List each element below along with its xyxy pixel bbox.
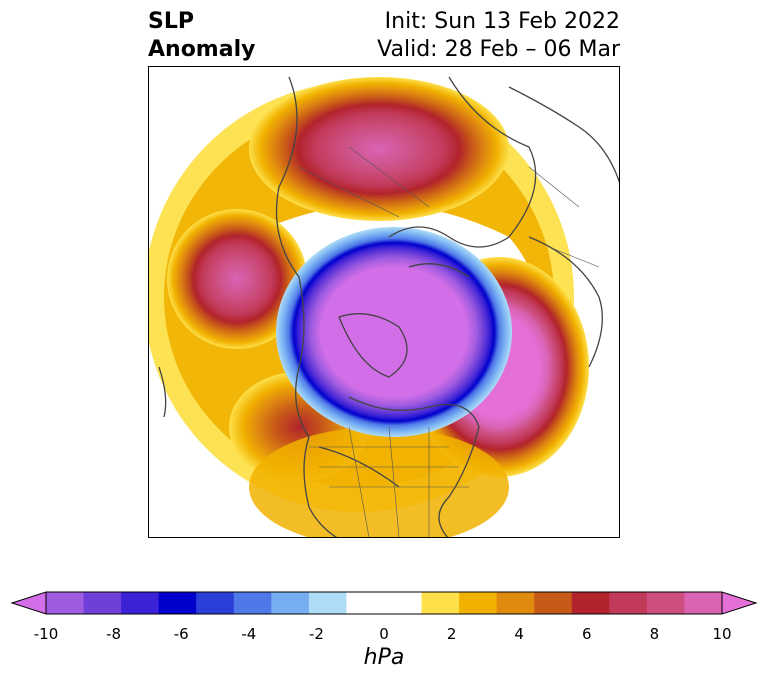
colorbar-cell <box>46 592 85 614</box>
colorbar-cell <box>646 592 685 614</box>
colorbar-unit: hPa <box>363 645 405 670</box>
run-info: Init: Sun 13 Feb 2022 Valid: 28 Feb – 06… <box>377 8 620 64</box>
colorbar-cell <box>196 592 235 614</box>
colorbar-tick-label: 10 <box>712 625 732 643</box>
colorbar-cell <box>534 592 573 614</box>
colorbar-cell <box>121 592 160 614</box>
colorbar-tick-label: -2 <box>308 625 324 643</box>
pacific-high <box>167 209 307 349</box>
colorbar-tick-label: -10 <box>33 625 59 643</box>
title-line-2: Anomaly <box>148 37 256 62</box>
colorbar-cell <box>83 592 122 614</box>
colorbar-tick-label: 6 <box>582 625 592 643</box>
title-line-1: SLP <box>148 9 194 34</box>
eurasia-high <box>249 77 509 221</box>
colorbar-cell <box>384 592 423 614</box>
colorbar-extend-left <box>10 591 47 615</box>
colorbar-tick-label: -6 <box>173 625 189 643</box>
colorbar-cell <box>459 592 498 614</box>
na-yellow <box>249 427 509 537</box>
valid-period: Valid: 28 Feb – 06 Mar <box>377 37 620 62</box>
colorbar-cell <box>684 592 723 614</box>
colorbar-cell <box>308 592 347 614</box>
init-time: Init: Sun 13 Feb 2022 <box>384 9 620 34</box>
colorbar-tick-label: 4 <box>514 625 524 643</box>
colorbar-cell <box>346 592 385 614</box>
colorbar-cell <box>496 592 535 614</box>
colorbar-tick-label: 8 <box>649 625 660 643</box>
colorbar-tick-label: -4 <box>241 625 257 643</box>
colorbar-cell <box>271 592 310 614</box>
colorbar-frame <box>45 591 723 615</box>
colorbar-tick-label: 0 <box>379 625 389 643</box>
colorbar-cell <box>158 592 197 614</box>
colorbar-tick-label: 2 <box>446 625 457 643</box>
map-title: SLP Anomaly <box>148 8 255 64</box>
colorbar-cell <box>571 592 610 614</box>
colorbar-cell <box>421 592 460 614</box>
colorbar-extend-right <box>721 591 758 615</box>
colorbar <box>10 591 758 615</box>
arctic-low <box>276 227 512 437</box>
colorbar-tick-label: -8 <box>106 625 122 643</box>
colorbar-cell <box>233 592 272 614</box>
slp-anomaly-map <box>148 66 620 538</box>
colorbar-cell <box>609 592 648 614</box>
